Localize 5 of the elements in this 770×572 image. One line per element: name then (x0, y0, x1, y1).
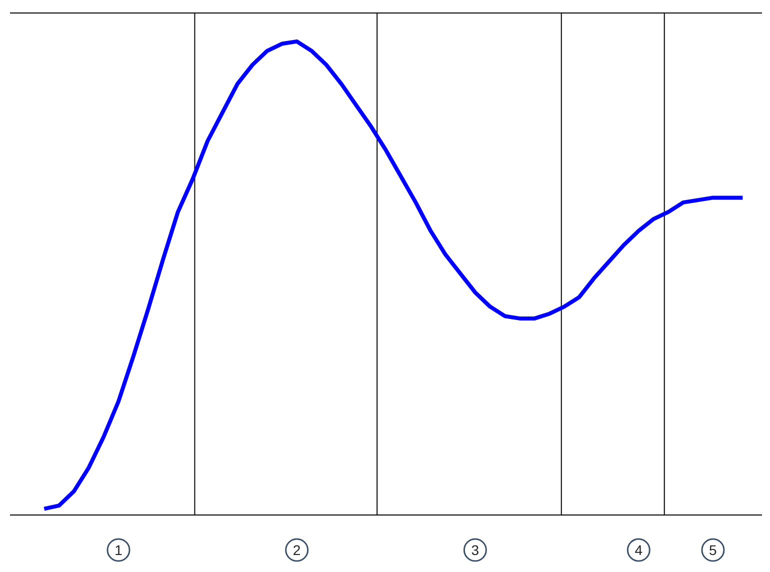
x-tick-label: 1 (114, 542, 123, 558)
x-tick-label: 3 (471, 542, 480, 558)
x-tick-label: 4 (634, 542, 643, 558)
x-tick-label: 2 (292, 542, 301, 558)
x-tick-label: 5 (709, 542, 718, 558)
